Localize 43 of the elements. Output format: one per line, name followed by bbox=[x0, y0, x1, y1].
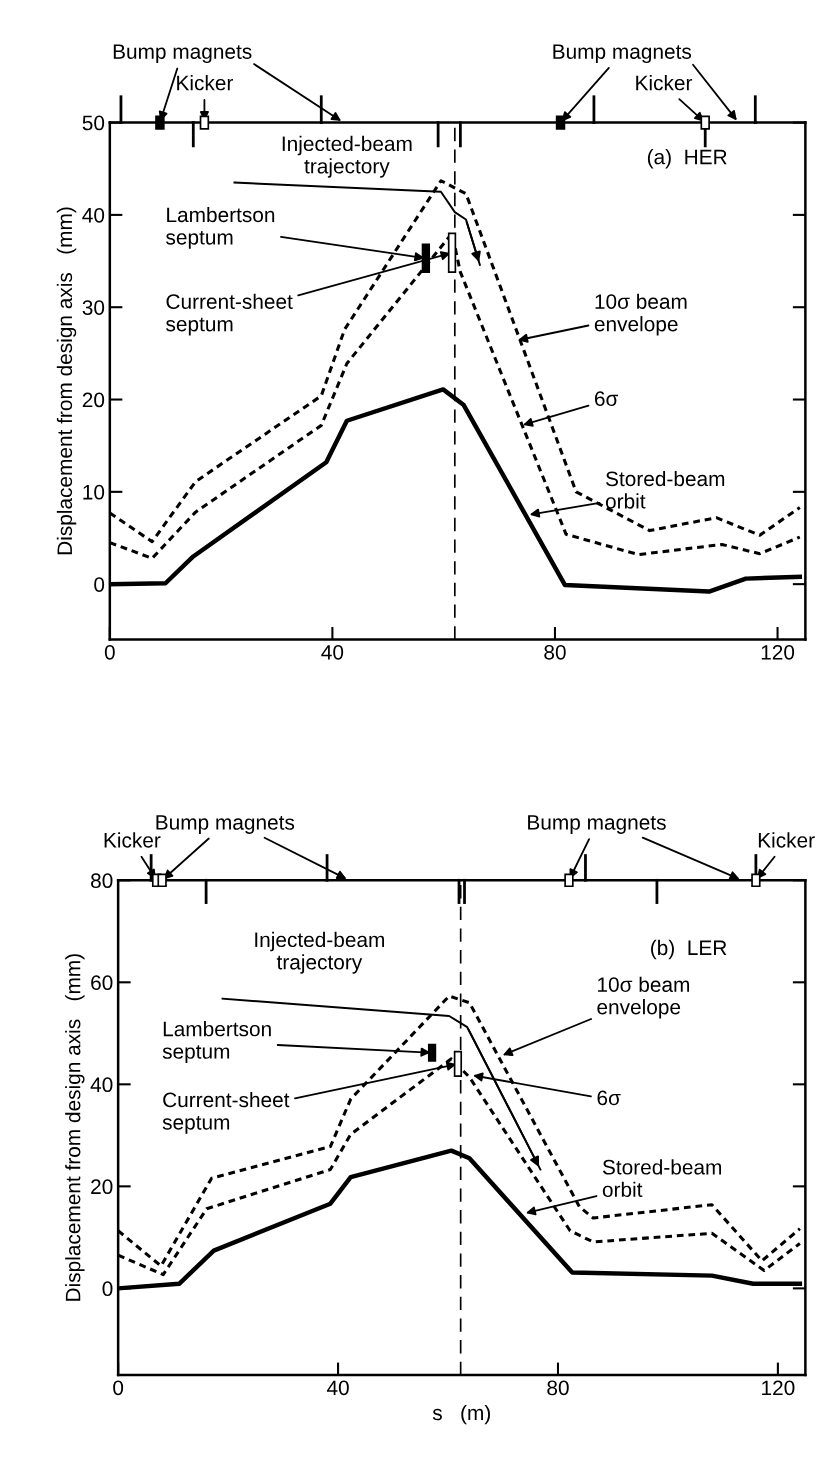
annotation: Injected-beam trajectory bbox=[255, 931, 385, 974]
y-tick-label: 10 bbox=[83, 484, 105, 500]
annotation: 10σ beam envelope bbox=[594, 293, 687, 336]
annotation: Stored-beam orbit bbox=[605, 470, 725, 509]
annotation: Bump magnets bbox=[528, 815, 666, 834]
annotation: Bump magnets bbox=[553, 44, 692, 64]
x-tick-label: 40 bbox=[321, 644, 344, 660]
x-tick-label: 0 bbox=[113, 1380, 124, 1396]
annotation: Lambertson septum bbox=[162, 1021, 271, 1063]
y-axis-title: Displacement from design axis (mm) bbox=[65, 954, 85, 1301]
x-tick-label: 40 bbox=[326, 1380, 349, 1396]
x-axis-title: s (m) bbox=[432, 1404, 490, 1425]
y-tick-label: 0 bbox=[94, 577, 105, 592]
text: (a) HER bbox=[647, 149, 727, 169]
annotation: Injected-beam trajectory bbox=[282, 135, 412, 178]
y-tick-label: 50 bbox=[82, 115, 105, 131]
y-tick-label: 40 bbox=[82, 207, 105, 223]
y-tick-label: 80 bbox=[91, 873, 113, 889]
y-tick-label: 20 bbox=[91, 1179, 113, 1195]
x-tick-label: 120 bbox=[762, 1380, 795, 1396]
annotation: 10σ beam envelope bbox=[597, 976, 690, 1019]
y-tick-label: 30 bbox=[82, 300, 105, 315]
y-tick-label: 40 bbox=[90, 1077, 113, 1093]
annotation: Lambertson septum bbox=[166, 206, 275, 249]
x-tick-label: 80 bbox=[544, 644, 566, 660]
x-tick-label: 80 bbox=[547, 1380, 569, 1396]
annotation: Kicker bbox=[177, 75, 234, 91]
text: (b) LER bbox=[651, 939, 727, 960]
annotation: Kicker bbox=[636, 75, 693, 91]
y-axis-title: Displacement from design axis (mm) bbox=[56, 207, 77, 555]
annotation: Kicker bbox=[758, 832, 815, 848]
y-tick-label: 20 bbox=[82, 392, 105, 408]
annotation: Stored-beam orbit bbox=[602, 1159, 722, 1198]
x-tick-label: 120 bbox=[761, 644, 795, 660]
annotation: 6σ bbox=[597, 1090, 621, 1106]
y-tick-label: 60 bbox=[91, 975, 113, 991]
y-tick-label: 0 bbox=[102, 1281, 113, 1297]
annotation: Bump magnets bbox=[156, 815, 295, 834]
annotation: 6σ bbox=[594, 391, 619, 407]
annotation: Current-sheet septum bbox=[166, 293, 293, 336]
annotation: Kicker bbox=[104, 832, 161, 848]
annotation: Current-sheet septum bbox=[162, 1091, 290, 1134]
annotation: Bump magnets bbox=[113, 44, 252, 64]
